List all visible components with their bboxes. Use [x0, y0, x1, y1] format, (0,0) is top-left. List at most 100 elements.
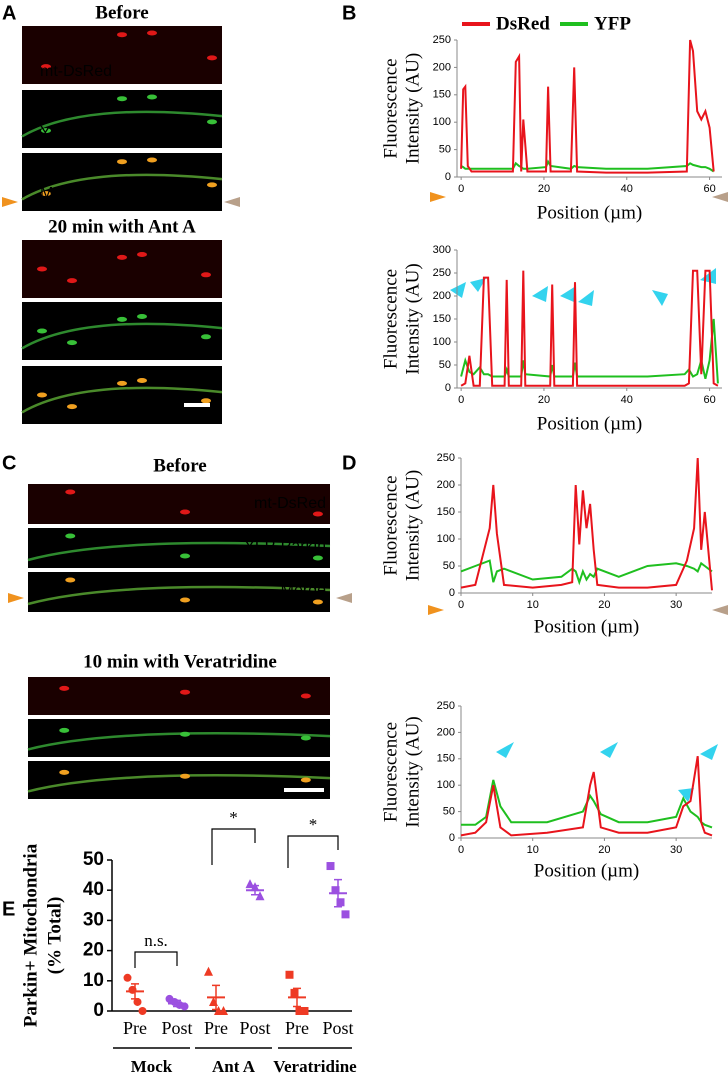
mitochondrion [147, 157, 157, 163]
y-tick-label: 10 [83, 970, 104, 991]
y-tick-label: 250 [437, 452, 455, 464]
error-bar [293, 987, 301, 1008]
x-tick-label: 30 [670, 844, 682, 856]
mitochondrion [201, 272, 211, 278]
y-tick-label: 0 [445, 382, 451, 394]
mitochondrion [312, 555, 323, 561]
x-tick-label: 40 [621, 183, 633, 195]
y-tick-label: 200 [433, 61, 451, 73]
mitochondrion [207, 119, 217, 125]
mitochondrion [137, 378, 147, 383]
mitochondrion [137, 252, 147, 257]
mitochondrion [201, 334, 211, 340]
mitochondrion [59, 727, 70, 733]
y-tick-label: 50 [443, 806, 455, 818]
y-tick-label: 100 [433, 116, 451, 128]
data-point [295, 1007, 304, 1015]
significance-label: * [309, 815, 318, 834]
channel-label: Merge [281, 582, 326, 599]
group-label: Mock [131, 1057, 173, 1076]
mitochondrion [312, 511, 323, 517]
y-tick-label: 30 [83, 909, 104, 930]
x-tick-label: 10 [527, 599, 539, 611]
channel-label: YFP-Parkin [40, 124, 122, 141]
y-tick-label: 50 [443, 560, 455, 572]
error-bar [212, 984, 220, 1011]
data-point [133, 997, 142, 1006]
mitochondrion [300, 777, 311, 783]
significance-label: n.s. [144, 931, 168, 950]
mitochondrion [65, 577, 76, 583]
y-axis-label: Intensity (AU) [402, 716, 423, 827]
mitochondrion [117, 32, 127, 38]
neurite [21, 322, 223, 350]
neurite [21, 110, 223, 138]
mitochondrion [180, 597, 191, 603]
y-tick-label: 20 [83, 940, 104, 961]
channel-label: Merge [40, 185, 85, 202]
x-tick-label: 60 [703, 394, 715, 406]
mitochondrion [67, 278, 77, 284]
panel-heading: Before [95, 2, 148, 23]
micrograph [28, 677, 330, 715]
y-axis-label: (% Total) [44, 897, 65, 975]
x-tick-label: 10 [527, 844, 539, 856]
channel-label: mt-DsRed [40, 63, 112, 80]
panel-heading: Before [153, 455, 206, 476]
micrograph [28, 528, 330, 568]
y-tick-label: 40 [83, 879, 104, 900]
mitochondrion [41, 128, 51, 134]
series-line [460, 457, 713, 591]
x-tick-label: Post [322, 1018, 353, 1038]
data-point [219, 1006, 228, 1015]
y-tick-label: 0 [93, 1000, 104, 1021]
x-tick-label: 0 [458, 394, 464, 406]
x-tick-label: 20 [538, 183, 550, 195]
mitochondrion [147, 30, 157, 36]
neurite [21, 386, 223, 414]
panel-heading: 10 min with Veratridine [83, 651, 277, 672]
mitochondrion [312, 599, 323, 605]
micrograph [22, 366, 222, 424]
group-label: Veratridine [273, 1057, 357, 1076]
data-point [326, 862, 335, 871]
y-axis-label: Intensity (AU) [402, 53, 423, 164]
data-point [180, 1002, 189, 1011]
mitochondrion [37, 266, 47, 272]
mitochondrion [41, 191, 51, 197]
x-tick-label: 30 [670, 599, 682, 611]
y-axis-label: Fluorescence [380, 58, 401, 158]
series-line [461, 779, 713, 829]
legend-label: DsRed [496, 13, 550, 34]
series-line [460, 269, 719, 387]
legend-label: YFP [594, 13, 631, 34]
x-tick-label: 0 [458, 183, 464, 195]
data-point [300, 1007, 309, 1015]
mitochondrion [65, 533, 76, 539]
series-line [460, 39, 715, 174]
x-tick-label: 20 [598, 844, 610, 856]
arrowhead [336, 593, 352, 603]
data-point [285, 970, 294, 979]
mitochondrion [207, 55, 217, 61]
data-point [290, 988, 299, 997]
panel-label: D [342, 452, 356, 474]
error-bar [251, 884, 259, 896]
mitochondrion [207, 182, 217, 188]
data-point [123, 973, 132, 982]
data-point [336, 898, 345, 907]
series-line [460, 756, 713, 837]
arrowhead [428, 605, 444, 615]
x-axis-label: Position (µm) [534, 616, 639, 637]
y-tick-label: 200 [433, 290, 451, 302]
y-tick-label: 100 [437, 533, 455, 545]
mitochondrion [67, 340, 77, 346]
y-tick-label: 100 [437, 779, 455, 791]
x-axis-label: Position (µm) [534, 860, 639, 881]
cyan-arrowheads [450, 268, 718, 802]
scale-bar [184, 403, 210, 407]
mitochondrion [59, 769, 70, 775]
mitochondrion [117, 159, 127, 165]
mitochondrion [300, 735, 311, 741]
